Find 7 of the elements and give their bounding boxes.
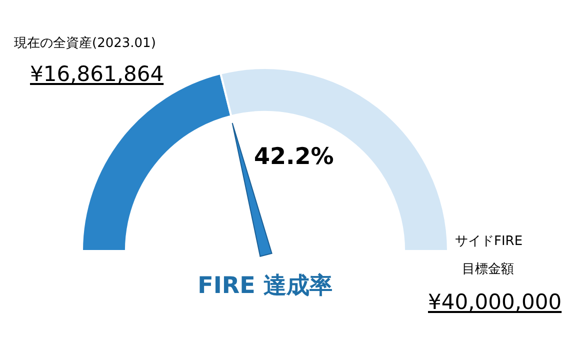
text: サイドFIRE bbox=[455, 233, 523, 250]
slice-label: 現在の全資産(2023.01) bbox=[14, 35, 156, 52]
text: 42.2% bbox=[254, 144, 334, 170]
text: ¥16,861,864 bbox=[30, 62, 164, 86]
text: 目標金額 bbox=[462, 261, 514, 278]
text: FIRE 達成率 bbox=[198, 273, 332, 299]
text: ¥40,000,000 bbox=[428, 290, 562, 314]
